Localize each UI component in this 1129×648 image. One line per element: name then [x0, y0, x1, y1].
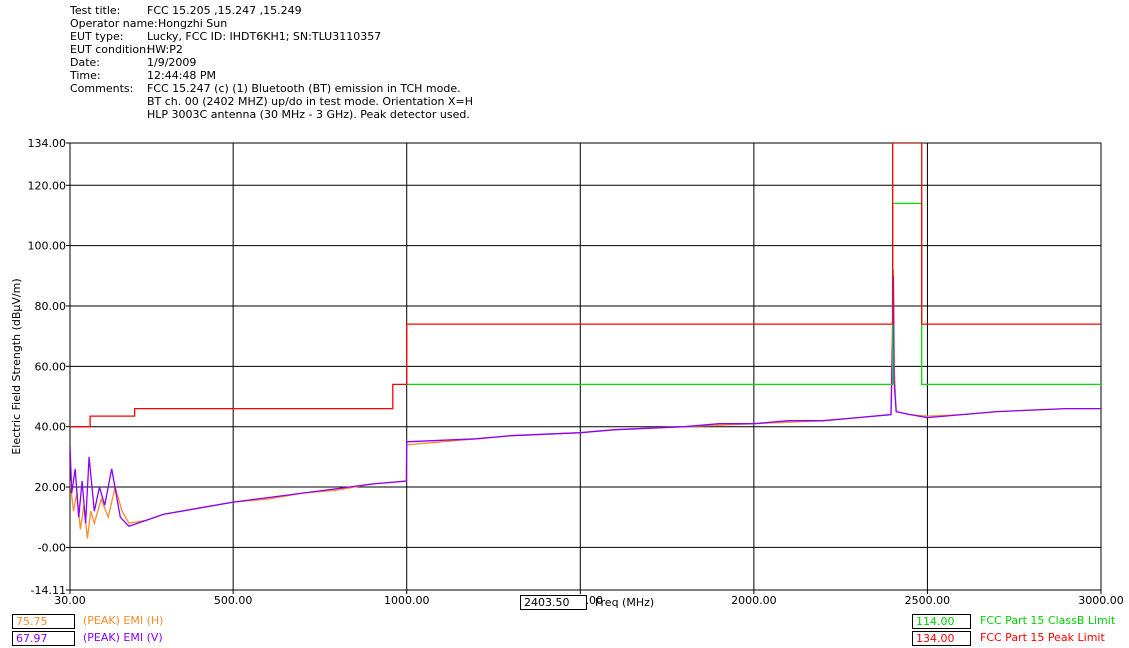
y-tick-label: 134.00	[28, 137, 67, 150]
header-value: HLP 3003C antenna (30 MHz - 3 GHz). Peak…	[147, 108, 470, 121]
legend-value-peak-limit[interactable]: 134.00	[912, 631, 971, 646]
header-label: Comments:	[70, 82, 134, 95]
header-value: BT ch. 00 (2402 MHZ) up/do in test mode.…	[147, 95, 473, 108]
x-tick-label: 2500.00	[905, 594, 951, 607]
legend-label-classb-limit: FCC Part 15 ClassB Limit	[980, 614, 1116, 627]
header-value: FCC 15.247 (c) (1) Bluetooth (BT) emissi…	[147, 82, 461, 95]
legend-value-emi-h[interactable]: 75.75	[12, 614, 75, 629]
x-tick-label: 2000.00	[731, 594, 777, 607]
series-line-fcc-part-15-classb-limit	[406, 202, 1101, 386]
legend-label-emi-h: (PEAK) EMI (H)	[83, 614, 164, 627]
x-tick-label: 1000.00	[384, 594, 430, 607]
legend-label-peak-limit: FCC Part 15 Peak Limit	[980, 631, 1105, 644]
header-value: HW:P2	[147, 43, 183, 56]
legend-label-emi-v: (PEAK) EMI (V)	[83, 631, 163, 644]
y-tick-label: 60.00	[35, 360, 67, 373]
y-tick-label: 120.00	[28, 179, 67, 192]
x-tick-label: 3000.00	[1078, 594, 1124, 607]
header-label: Operator name:	[70, 17, 158, 30]
header-label: Date:	[70, 56, 100, 69]
series-line-peak-emi-v	[70, 275, 1101, 528]
series-group	[70, 143, 1101, 539]
header-label: EUT type:	[70, 30, 124, 43]
y-tick-label: 80.00	[35, 300, 67, 313]
header-label: Time:	[70, 69, 101, 82]
freq-axis-label: Freq (MHz)	[595, 596, 655, 609]
header-value: Hongzhi Sun	[158, 17, 228, 30]
series-line-fcc-part-15-peak-limit	[70, 143, 1101, 428]
header-value: Lucky, FCC ID: IHDT6KH1; SN:TLU3110357	[147, 30, 382, 43]
header-value: FCC 15.205 ,15.247 ,15.249	[147, 4, 302, 17]
y-axis-label: Electric Field Strength (dBµV/m)	[10, 278, 23, 454]
header-label: EUT condition:	[70, 43, 150, 56]
x-tick-label: 30.00	[54, 594, 86, 607]
legend-value-emi-v[interactable]: 67.97	[12, 631, 75, 646]
x-tick-label: 500.00	[214, 594, 253, 607]
test-info-header: Test title: FCC 15.205 ,15.247 ,15.249 O…	[0, 4, 600, 134]
legend-value-classb-limit[interactable]: 114.00	[912, 614, 971, 629]
header-value: 1/9/2009	[147, 56, 197, 69]
y-tick-label: 20.00	[35, 481, 67, 494]
header-value: 12:44:48 PM	[147, 69, 217, 82]
freq-readout-box[interactable]: 2403.50	[520, 595, 587, 610]
header-label: Test title:	[70, 4, 121, 17]
y-tick-label: 40.00	[35, 421, 67, 434]
y-tick-label: 100.00	[28, 240, 67, 253]
y-tick-label: -0.00	[38, 541, 66, 554]
y-tick-label: -14.11	[31, 584, 66, 597]
